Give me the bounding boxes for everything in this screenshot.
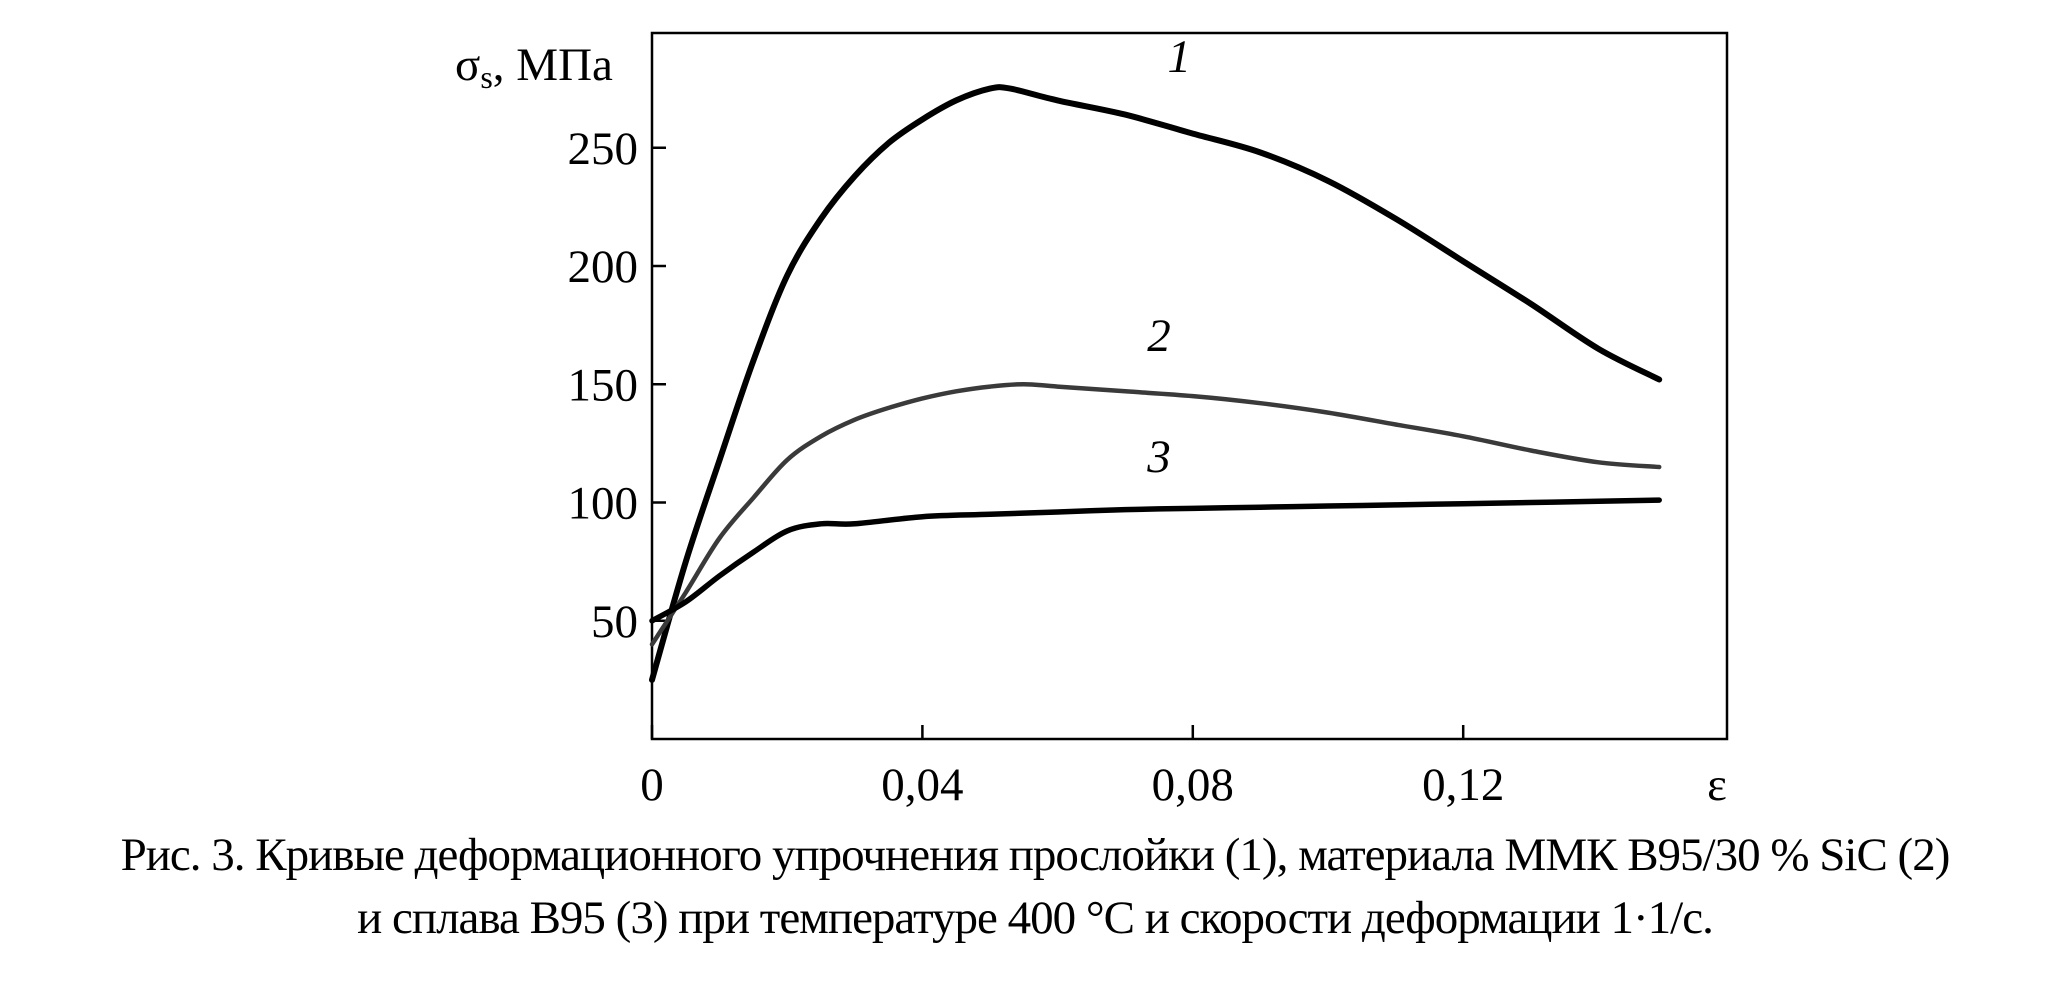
y-tick-label: 200 (568, 241, 639, 293)
y-tick-label: 250 (568, 123, 639, 175)
x-tick-label: 0,08 (1152, 759, 1234, 811)
curves (649, 84, 1663, 683)
figure-caption-line-1: Рис. 3. Кривые деформационного упрочнени… (120, 829, 1951, 881)
strain-hardening-chart: 50 100 150 200 250 0 0,04 0,08 0,12 1 2 3 σs, МПа… (455, 31, 1729, 811)
y-axis-unit: , МПа (493, 39, 613, 91)
x-tick-label: 0,12 (1422, 759, 1504, 811)
y-axis-symbol: σ (455, 39, 480, 91)
y-axis-subscript: s (480, 59, 492, 95)
y-axis-ticks: 50 100 150 200 250 (568, 123, 666, 648)
y-tick-label: 150 (568, 359, 639, 411)
curve-labels: 1 2 3 (1146, 31, 1191, 483)
curve-3 (649, 497, 1662, 624)
y-tick-label: 50 (591, 596, 638, 648)
curve-label-1: 1 (1168, 31, 1192, 83)
x-tick-label: 0 (640, 759, 664, 811)
x-tick-label: 0,04 (881, 759, 963, 811)
curve-label-2: 2 (1147, 310, 1171, 362)
figure-caption-line-2: и сплава В95 (3) при температуре 400 °С … (357, 892, 1714, 944)
curve-2 (649, 381, 1662, 647)
y-axis-label: σs, МПа (455, 39, 613, 95)
y-tick-label: 100 (568, 478, 639, 530)
x-axis-ticks: 0 0,04 0,08 0,12 (640, 725, 1504, 811)
plot-frame (650, 31, 1729, 741)
curve-label-3: 3 (1146, 431, 1171, 483)
curve-1 (649, 84, 1663, 683)
x-axis-label: ε (1707, 759, 1727, 811)
